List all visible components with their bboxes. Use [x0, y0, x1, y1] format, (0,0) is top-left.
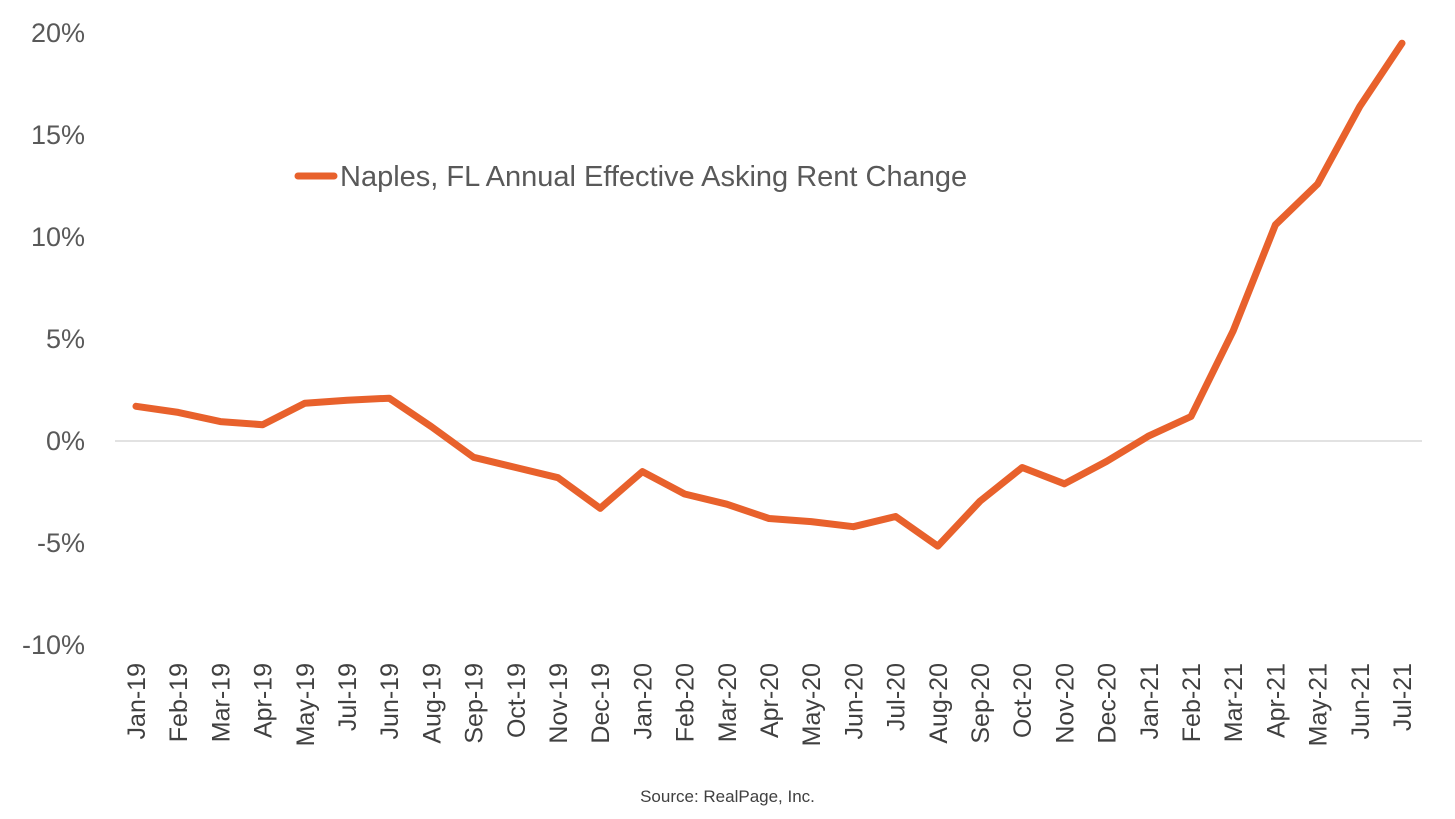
x-tick-label: Nov-20 [1051, 663, 1079, 744]
data-point [301, 400, 308, 407]
data-point [1019, 464, 1026, 471]
x-tick-label: Mar-21 [1220, 663, 1248, 742]
x-tick-label: Oct-20 [1009, 663, 1037, 738]
x-tick-label: Dec-20 [1094, 663, 1122, 744]
data-point [934, 543, 941, 550]
x-tick-label: Feb-20 [672, 663, 700, 742]
series-line-naples [132, 39, 1406, 550]
data-point [428, 423, 435, 430]
data-point [1356, 103, 1363, 110]
y-tick-label: 20% [31, 18, 85, 48]
data-point [808, 518, 815, 525]
x-tick-label: Nov-19 [545, 663, 573, 744]
x-tick-label: Apr-20 [756, 663, 784, 738]
y-tick-label: 10% [31, 222, 85, 252]
x-tick-label: Jan-19 [123, 663, 151, 739]
x-tick-label: May-20 [798, 663, 826, 746]
data-point [1230, 327, 1237, 334]
data-point [1145, 432, 1152, 439]
data-point [386, 395, 393, 402]
x-tick-label: Sep-20 [967, 663, 995, 744]
y-tick-label: 15% [31, 120, 85, 150]
x-tick-label: Jan-20 [629, 663, 657, 739]
data-point [977, 498, 983, 505]
data-point [133, 403, 139, 410]
x-tick-label: May-21 [1305, 663, 1333, 746]
y-tick-label: 5% [46, 324, 85, 354]
data-point [512, 464, 519, 471]
data-point [555, 474, 561, 481]
x-tick-label: Feb-21 [1178, 663, 1206, 742]
source-note: Source: RealPage, Inc. [640, 787, 815, 806]
x-tick-label: Jun-21 [1347, 663, 1375, 739]
x-tick-label: Sep-19 [461, 663, 489, 744]
data-point [259, 421, 266, 428]
x-tick-label: Jun-20 [840, 663, 868, 739]
legend-label: Naples, FL Annual Effective Asking Rent … [340, 161, 967, 193]
data-point [1061, 480, 1068, 487]
data-point [1188, 413, 1194, 420]
data-point [597, 505, 604, 512]
data-point [723, 501, 730, 508]
x-tick-label: Apr-21 [1262, 663, 1290, 738]
data-point [850, 523, 857, 530]
x-tick-label: Dec-19 [587, 663, 615, 744]
x-tick-label: Jan-21 [1136, 663, 1164, 739]
x-tick-label: Oct-19 [503, 663, 531, 738]
y-tick-label: -5% [37, 528, 85, 558]
x-tick-label: Jul-20 [883, 663, 911, 731]
data-point [681, 491, 688, 498]
legend: Naples, FL Annual Effective Asking Rent … [294, 161, 967, 193]
data-point [344, 397, 350, 404]
data-point [639, 468, 646, 475]
data-point [217, 418, 224, 425]
x-tick-label: Mar-19 [207, 663, 235, 742]
x-tick-label: Jul-21 [1389, 663, 1417, 731]
x-tick-label: Aug-20 [925, 663, 953, 744]
x-tick-label: Aug-19 [418, 663, 446, 744]
x-tick-label: Feb-19 [165, 663, 193, 742]
x-tick-label: Mar-20 [714, 663, 742, 742]
y-tick-label: -10% [22, 630, 85, 660]
data-point [1399, 40, 1405, 47]
data-point [892, 513, 899, 520]
data-point [766, 515, 772, 522]
data-point [1314, 180, 1321, 187]
data-point [175, 409, 182, 416]
data-point [1103, 458, 1110, 465]
y-tick-label: 0% [46, 426, 85, 456]
x-tick-label: Jul-19 [334, 663, 362, 731]
x-axis: Jan-19 Feb-19 Mar-19 Apr-19 May-19 Jul-19 Jun-… [123, 663, 1417, 746]
x-tick-label: Jun-19 [376, 663, 404, 739]
data-point [1272, 221, 1279, 228]
x-tick-label: Apr-19 [250, 663, 278, 738]
data-point [470, 454, 477, 461]
y-axis: 20% 15% 10% 5% 0% -5% -10% [22, 18, 85, 660]
x-tick-label: May-19 [292, 663, 320, 746]
